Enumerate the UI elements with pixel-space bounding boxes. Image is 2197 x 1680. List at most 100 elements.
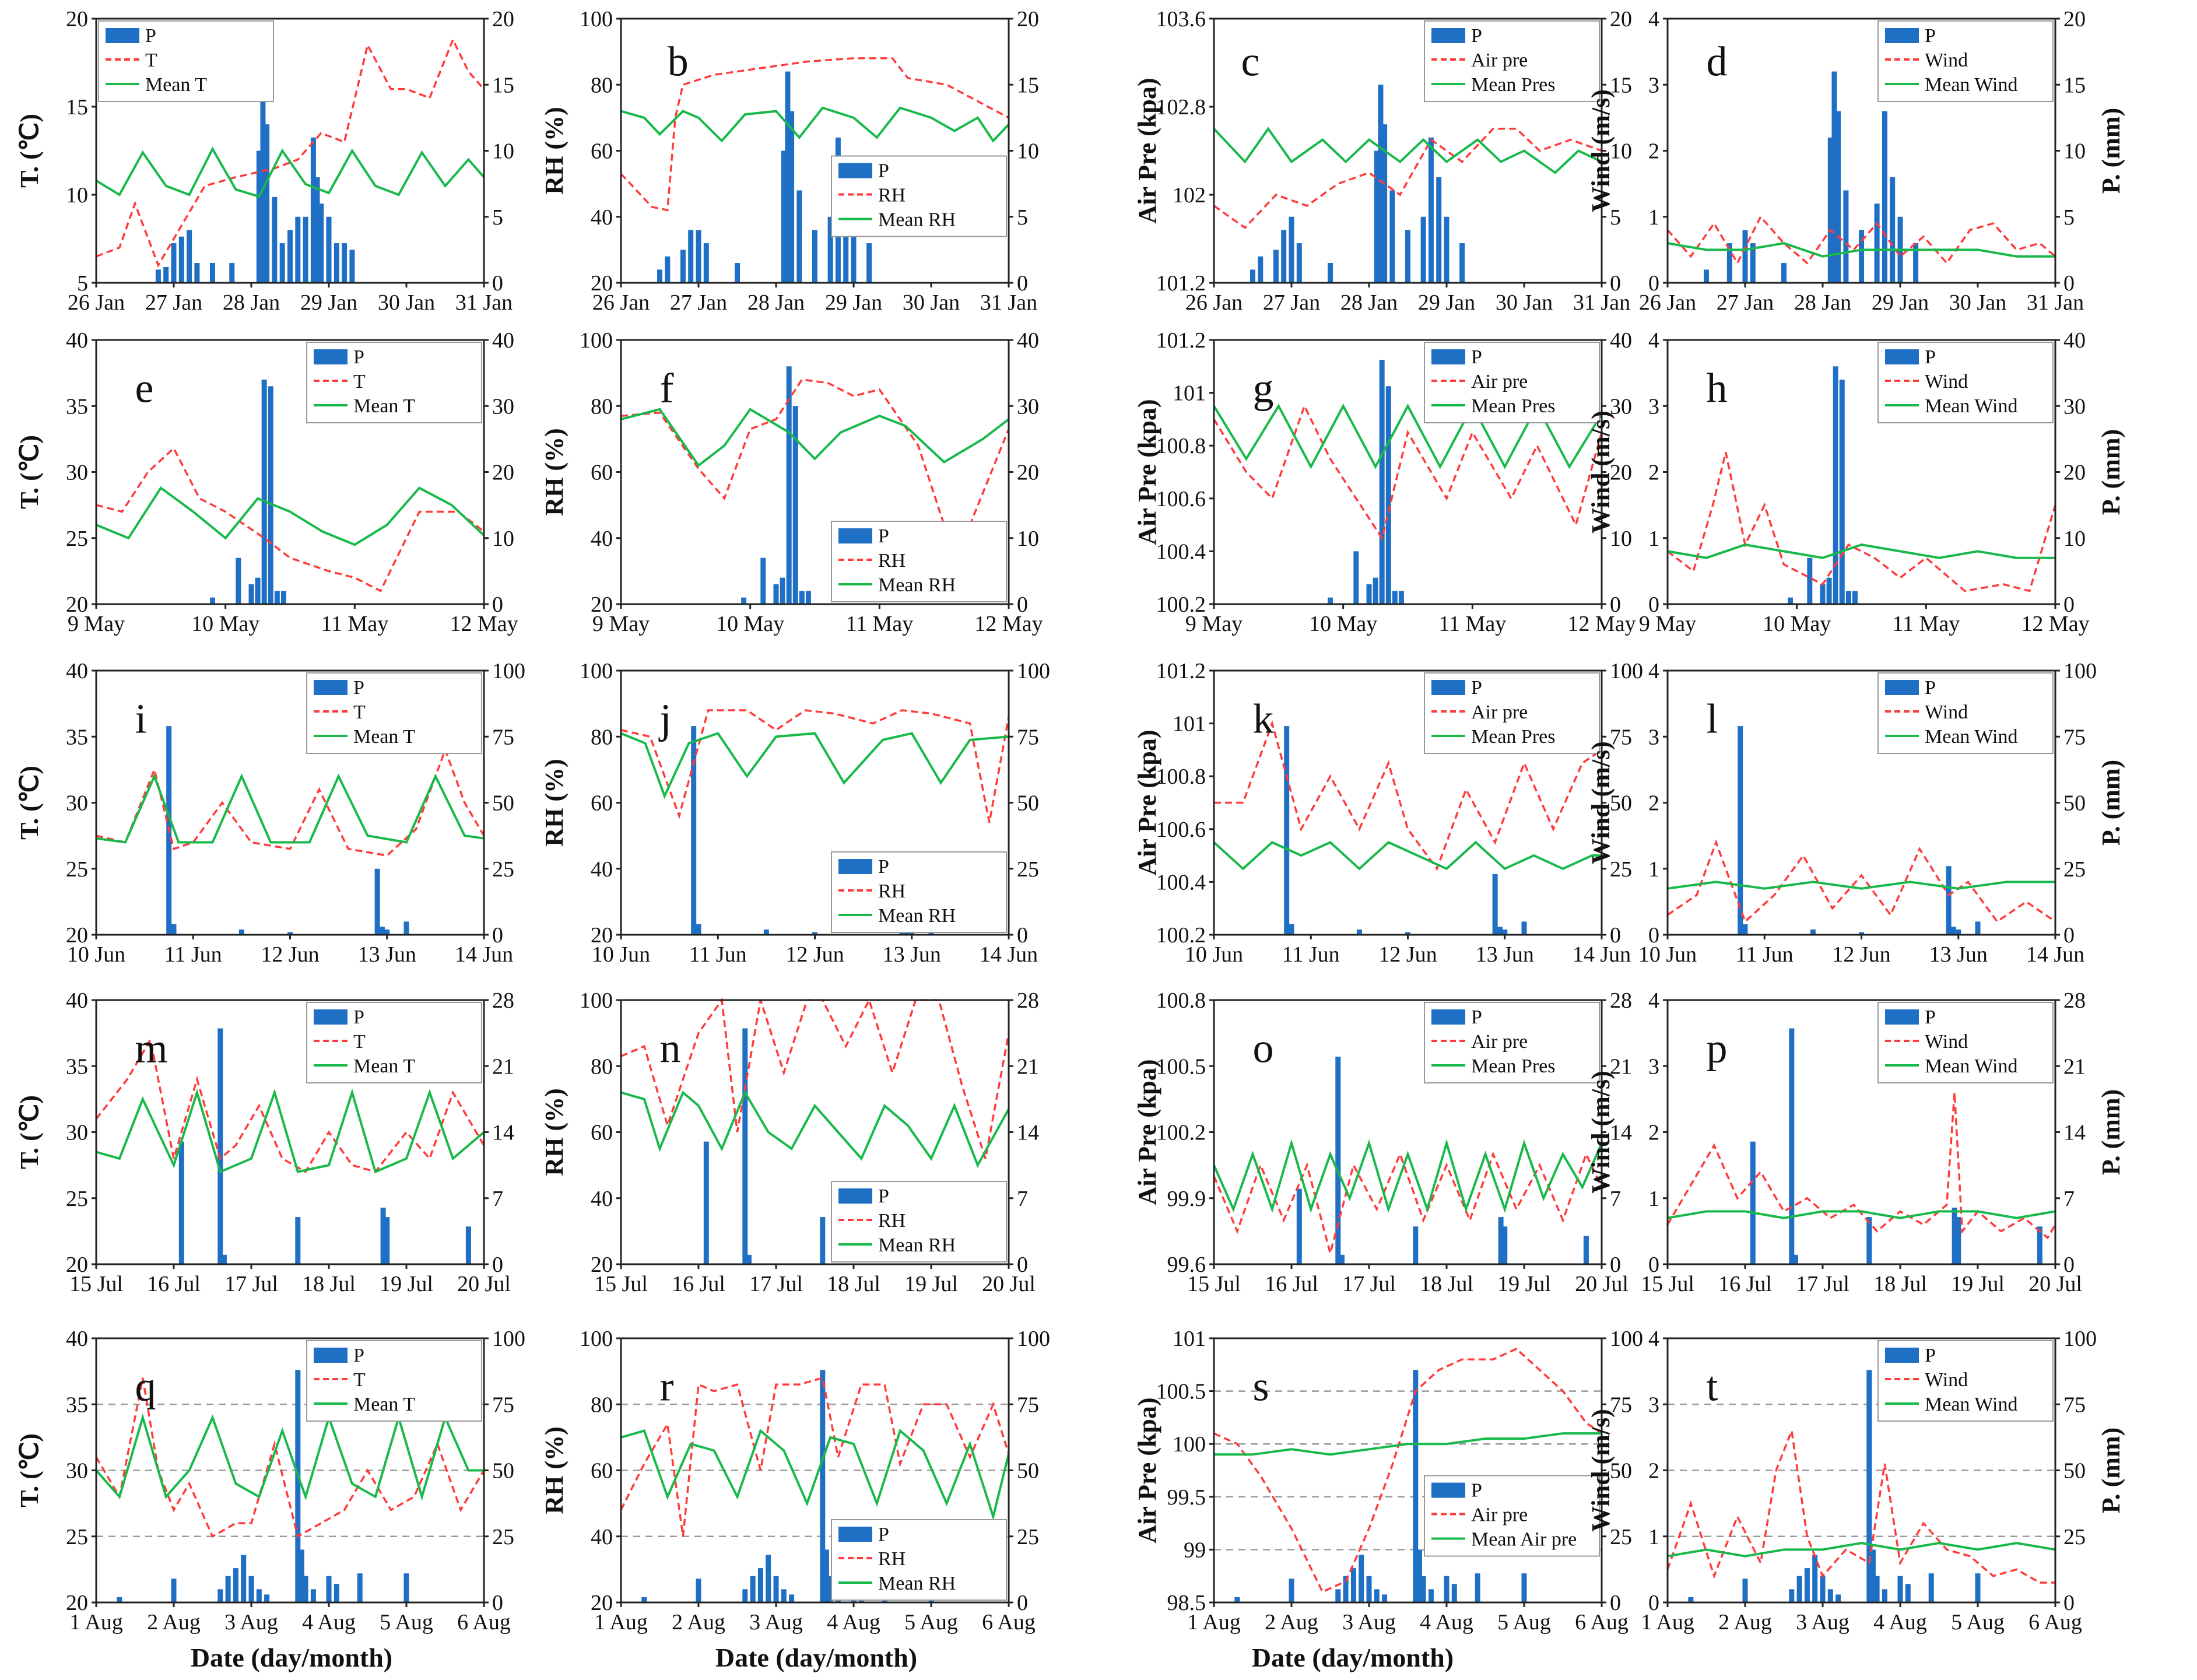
precip-bar bbox=[1258, 256, 1264, 283]
precip-bar bbox=[1796, 1576, 1802, 1602]
y-axis-title: RH (%) bbox=[540, 1426, 568, 1514]
y2-tick-label: 0 bbox=[492, 1253, 503, 1277]
mean-series-line bbox=[1667, 242, 2055, 258]
panel-e: 20 25 30 35 40 0 10 20 30 40 9 May 10 May 11 May 12 M… bbox=[15, 328, 518, 636]
y2-axis-title: P. (mm) bbox=[2097, 1428, 2125, 1513]
precip-bar bbox=[792, 406, 798, 604]
legend-label: Mean RH bbox=[878, 905, 956, 927]
y2-axis-title: P. (mm) bbox=[2097, 760, 2125, 846]
precip-bar bbox=[742, 1589, 748, 1602]
y-tick-label: 100.5 bbox=[1156, 1380, 1206, 1404]
y2-tick-label: 15 bbox=[1610, 73, 1632, 97]
x-tick-label: 17 Jul bbox=[1342, 1272, 1396, 1296]
panel-letter: e bbox=[135, 364, 154, 411]
panel-c: 101.2 102 102.8 103.6 0 5 10 15 20 26 Jan 27 Jan 28… bbox=[1133, 7, 1632, 315]
y-tick-label: 30 bbox=[66, 1121, 88, 1145]
precip-bar bbox=[384, 1217, 390, 1264]
panel-j: 20 40 60 80 100 0 25 50 75 100 10 Jun 11 Jun 12 Jun 1… bbox=[540, 659, 1050, 967]
y-tick-label: 35 bbox=[66, 725, 88, 749]
precip-bar bbox=[1366, 1576, 1372, 1602]
legend-label: Air pre bbox=[1471, 371, 1528, 392]
mean-series-line bbox=[1667, 1542, 2056, 1558]
y-tick-label: 40 bbox=[66, 328, 88, 353]
y-axis-title: T. (℃) bbox=[15, 1433, 44, 1507]
x-tick-label: 11 Jun bbox=[689, 942, 747, 967]
y2-tick-label: 30 bbox=[1017, 394, 1039, 419]
precip-bar bbox=[1890, 177, 1896, 283]
x-tick-label: 26 Jan bbox=[68, 290, 125, 315]
mean-series-line bbox=[96, 486, 485, 546]
x-tick-label: 9 May bbox=[1185, 612, 1243, 636]
precip-bar bbox=[1812, 1555, 1818, 1602]
y-tick-label: 35 bbox=[66, 1393, 88, 1417]
panel-m: 20 25 30 35 40 0 7 14 21 28 15 Jul 16 Jul 17 Jul 18 J… bbox=[15, 988, 514, 1296]
precip-bar bbox=[221, 1254, 227, 1264]
precip-bar bbox=[1451, 1584, 1457, 1602]
precip-bar bbox=[1296, 1188, 1302, 1264]
y-tick-label: 30 bbox=[66, 791, 88, 816]
panel-letter: h bbox=[1707, 364, 1728, 411]
x-tick-label: 10 Jun bbox=[592, 942, 650, 967]
x-tick-label: 14 Jun bbox=[455, 942, 513, 967]
observed-series-line bbox=[620, 1376, 1010, 1537]
precip-bar bbox=[741, 597, 747, 604]
y2-tick-label: 28 bbox=[492, 988, 514, 1013]
x-tick-label: 12 May bbox=[974, 612, 1043, 636]
panel-n: 20 40 60 80 100 0 7 14 21 28 15 Jul 16 Jul 17 Jul 18 … bbox=[540, 988, 1039, 1296]
y-tick-label: 60 bbox=[591, 791, 613, 816]
x-tick-label: 10 Jun bbox=[1638, 942, 1697, 967]
legend-label: Mean RH bbox=[878, 1573, 956, 1594]
legend-label: P bbox=[353, 346, 364, 368]
y-tick-label: 1 bbox=[1648, 1525, 1659, 1549]
y2-tick-label: 10 bbox=[1017, 139, 1039, 164]
y-tick-label: 3 bbox=[1648, 1393, 1659, 1417]
precip-bar bbox=[1913, 243, 1919, 283]
y2-tick-label: 30 bbox=[1610, 394, 1632, 419]
precip-bar bbox=[1521, 1573, 1527, 1602]
y-tick-label: 40 bbox=[591, 857, 613, 882]
x-tick-label: 20 Jul bbox=[982, 1272, 1036, 1296]
legend: P RH Mean RH bbox=[831, 851, 1007, 933]
y-tick-label: 4 bbox=[1648, 659, 1659, 683]
precip-bar bbox=[1350, 1568, 1356, 1602]
precip-bar bbox=[1781, 263, 1787, 283]
observed-series-line bbox=[96, 446, 485, 592]
precip-bar bbox=[1353, 551, 1359, 604]
legend: P Air pre Mean Pres bbox=[1424, 342, 1600, 423]
y2-tick-label: 14 bbox=[1610, 1121, 1632, 1145]
x-tick-label: 19 Jul bbox=[1951, 1272, 2005, 1296]
y-tick-label: 3 bbox=[1648, 73, 1659, 97]
y-tick-label: 1 bbox=[1648, 857, 1659, 882]
precip-bar bbox=[1946, 866, 1952, 935]
precip-bar bbox=[1952, 1207, 1957, 1264]
y-axis-title: Air Pre (kpa) bbox=[1133, 78, 1161, 223]
precip-bar bbox=[1356, 929, 1362, 935]
legend: P RH Mean RH bbox=[831, 155, 1007, 237]
y2-tick-label: 0 bbox=[2063, 1591, 2075, 1615]
y-tick-label: 99.9 bbox=[1167, 1187, 1206, 1211]
legend-label: Air pre bbox=[1471, 50, 1528, 71]
precip-bar bbox=[326, 1576, 332, 1602]
precip-bar bbox=[314, 177, 320, 283]
y-tick-label: 80 bbox=[591, 1054, 613, 1079]
precip-bar bbox=[812, 932, 817, 935]
y2-tick-label: 10 bbox=[492, 527, 514, 551]
x-tick-label: 5 Aug bbox=[1497, 1610, 1551, 1635]
legend: PT Mean T bbox=[306, 1340, 482, 1422]
precip-bar bbox=[1835, 1594, 1841, 1602]
precip-bar bbox=[1339, 1254, 1345, 1264]
y-tick-label: 20 bbox=[591, 1591, 613, 1615]
precip-bar bbox=[781, 150, 787, 283]
y2-tick-label: 10 bbox=[1610, 527, 1632, 551]
precip-bar bbox=[238, 929, 244, 935]
x-tick-label: 11 Jun bbox=[1736, 942, 1794, 967]
legend-label: Mean Wind bbox=[1925, 1055, 2017, 1077]
legend-label: T bbox=[145, 50, 157, 71]
y2-tick-label: 0 bbox=[492, 271, 503, 296]
precip-bar bbox=[1335, 1057, 1341, 1264]
y2-tick-label: 75 bbox=[1610, 725, 1632, 749]
y2-tick-label: 5 bbox=[1017, 205, 1028, 230]
precip-bar bbox=[303, 1576, 308, 1602]
y2-tick-label: 14 bbox=[2063, 1121, 2086, 1145]
